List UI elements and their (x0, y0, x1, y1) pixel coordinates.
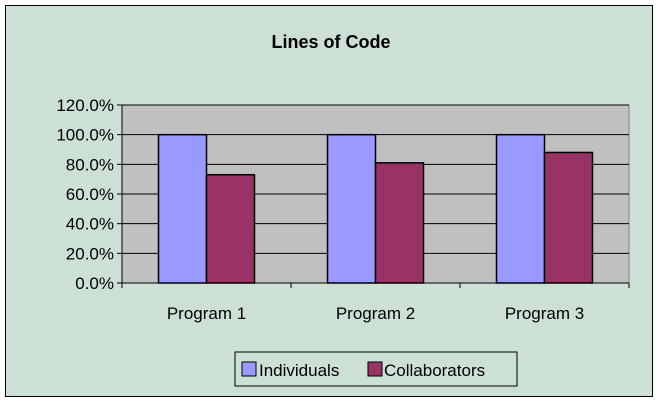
bar-collaborators-3 (543, 151, 594, 284)
bar-collaborators-2 (374, 162, 425, 284)
legend-swatch-collaborators (367, 361, 383, 377)
bar-individuals-2 (326, 133, 377, 284)
y-axis: 0.0% 20.0% 40.0% 60.0% 80.0% 100.0% 120.0% (56, 96, 123, 293)
x-tick-label: Program 3 (505, 304, 584, 323)
legend-label-individuals: Individuals (259, 361, 339, 380)
chart-title: Lines of Code (271, 32, 390, 52)
y-tick-label: 100.0% (56, 126, 114, 145)
legend-label-collaborators: Collaborators (384, 361, 485, 380)
y-tick-label: 0.0% (75, 274, 114, 293)
bar-collaborators-1 (205, 173, 256, 284)
x-axis: Program 1 Program 2 Program 3 (121, 282, 630, 323)
y-tick-label: 60.0% (66, 185, 114, 204)
x-tick-label: Program 1 (167, 304, 246, 323)
y-tick-label: 40.0% (66, 215, 114, 234)
bar-individuals-1 (157, 133, 208, 284)
y-tick-label: 120.0% (56, 96, 114, 115)
y-tick-label: 20.0% (66, 244, 114, 263)
legend: Individuals Collaborators (234, 351, 518, 387)
x-tick-label: Program 2 (336, 304, 415, 323)
bar-individuals-3 (495, 133, 546, 284)
legend-swatch-individuals (241, 361, 257, 377)
bars (157, 133, 594, 284)
y-tick-label: 80.0% (66, 155, 114, 174)
